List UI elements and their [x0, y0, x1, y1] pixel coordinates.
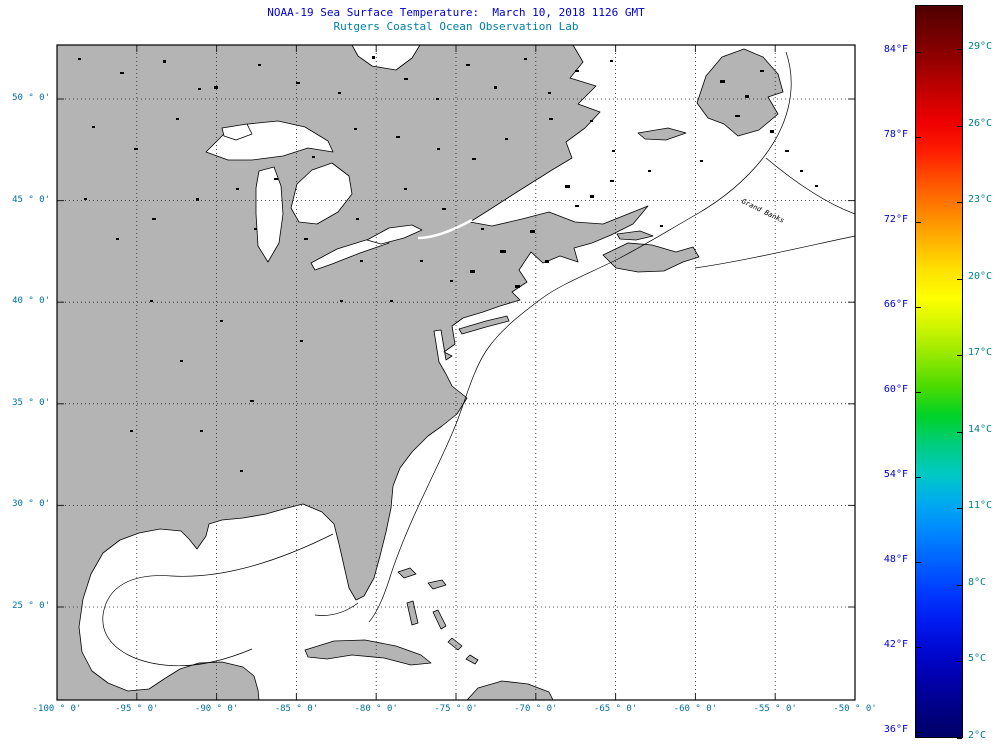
lon-tick-label: -70 ° 0': [514, 704, 558, 714]
lon-tick-label: -100 ° 0': [32, 704, 82, 714]
bahamas-island: [427, 579, 447, 590]
lon-tick-label: -90 ° 0': [194, 704, 239, 714]
long-island: [458, 315, 510, 335]
bahamas-island: [447, 637, 463, 651]
colorbar-tick: [916, 52, 921, 53]
colorbar-c-label: 17°C: [968, 347, 993, 359]
lat-tick-label: 35 ° 0': [12, 397, 50, 408]
colorbar-f-label: 54°F: [883, 469, 908, 480]
colorbar-tick: [916, 137, 921, 138]
lake-huron: [290, 162, 353, 225]
colorbar-tick: [957, 202, 962, 204]
prince-edward-island: [616, 230, 654, 241]
lat-tick-label: 25 ° 0': [12, 601, 50, 611]
contour-layer: [102, 51, 856, 667]
lake-michigan: [255, 166, 284, 263]
colorbar-f-label: 72°F: [883, 214, 908, 225]
colorbar-tick: [957, 49, 962, 50]
colorbar-tick: [957, 508, 962, 510]
lat-tick-label: 40 ° 0': [12, 296, 50, 307]
land-layer: [56, 44, 784, 701]
colorbar-f-label: 48°F: [883, 554, 908, 565]
colorbar-c-label: 23°C: [968, 194, 993, 206]
colorbar-c-label: 20°C: [968, 270, 993, 282]
lakes-layer: [205, 44, 423, 271]
colorbar-tick: [916, 307, 921, 308]
colorbar-f-label: 60°F: [883, 384, 908, 395]
bahamas-island: [465, 654, 479, 665]
colorbar-tick: [957, 125, 962, 127]
anticosti-island: [637, 127, 687, 141]
colorbar-f-label: 84°F: [883, 44, 908, 55]
colorbar-c-label: 8°C: [968, 576, 987, 588]
shelf-contour-scotian: [694, 235, 856, 269]
colorbar-c-label: 29°C: [968, 41, 993, 52]
colorbar-tick: [957, 431, 962, 433]
lake-erie: [310, 235, 390, 271]
lon-tick-label: -80 ° 0': [354, 704, 398, 714]
colorbar-f-label: 42°F: [883, 639, 908, 650]
colorbar-tick: [916, 477, 921, 478]
bahamas-island: [397, 567, 417, 579]
lake-ontario: [366, 224, 423, 245]
colorbar-c-label: 26°C: [968, 117, 993, 129]
colorbar-gradient: [916, 6, 962, 737]
lon-tick-label: -95 ° 0': [115, 704, 159, 714]
cloud-speckles: [78, 56, 818, 472]
lon-axis: -100 ° 0' -95 ° 0' -90 ° 0' -85 ° 0' -80 ° 0…: [0, 704, 1000, 718]
colorbar-c-labels: 29°C 26°C 23°C 20°C 17°C 14°C 11°C 8°C 5°C 2°C: [968, 0, 1000, 754]
map-frame: [56, 44, 856, 701]
colorbar-tick: [916, 732, 921, 733]
map-subtitle: Rutgers Coastal Ocean Observation Lab: [333, 20, 579, 33]
shelf-contour-atlantic: [368, 51, 792, 623]
colorbar-tick: [957, 278, 962, 280]
map-title: NOAA-19 Sea Surface Temperature: March 1…: [267, 6, 645, 19]
lon-tick-label: -75 ° 0': [434, 704, 478, 714]
colorbar-tick: [957, 737, 962, 739]
colorbar-c-label: 14°C: [968, 423, 993, 435]
lon-tick-label: -55 ° 0': [753, 704, 797, 714]
shelf-contour-grand-banks: [765, 157, 856, 215]
colorbar-c-label: 2°C: [968, 729, 987, 741]
lat-tick-label: 45 ° 0': [12, 194, 50, 205]
bahamas-island: [432, 609, 447, 630]
colorbar-tick: [916, 392, 921, 393]
colorbar-f-labels: 84°F 78°F 72°F 66°F 60°F 54°F 48°F 42°F 36°F: [856, 0, 910, 754]
colorbar-f-label: 66°F: [883, 299, 908, 310]
lake-nipigon: [221, 123, 253, 141]
lon-tick-label: -50 ° 0': [833, 704, 877, 714]
shelf-contour-gulf-of-mexico: [102, 533, 334, 667]
florida-keys-arc: [314, 602, 359, 616]
colorbar-f-label: 36°F: [883, 724, 908, 735]
lat-tick-label: 30 ° 0': [12, 499, 50, 510]
colorbar-f-label: 78°F: [883, 129, 908, 140]
grid-layer: [56, 45, 856, 700]
lat-axis: 50 ° 0' 45 ° 0' 40 ° 0' 35 ° 0' 30 ° 0' 25 ° …: [0, 0, 53, 754]
lon-tick-label: -65 ° 0': [593, 704, 638, 714]
colorbar-tick: [916, 562, 921, 563]
lat-tick-label: 50 ° 0': [12, 93, 50, 103]
colorbar-tick: [957, 355, 962, 357]
lon-tick-label: -85 ° 0': [274, 704, 319, 714]
colorbar-tick: [916, 647, 921, 648]
cuba-island: [304, 639, 432, 666]
st-lawrence-river: [417, 218, 473, 240]
continent-landmass: [56, 44, 649, 701]
colorbar-tick: [916, 222, 921, 223]
colorbar-tick: [957, 584, 962, 586]
lon-tick-label: -60 ° 0': [673, 704, 718, 714]
colorbar-c-label: 11°C: [968, 500, 993, 512]
colorbar-tick: [957, 661, 962, 663]
colorbar: [915, 5, 963, 739]
colorbar-c-label: 5°C: [968, 653, 987, 665]
